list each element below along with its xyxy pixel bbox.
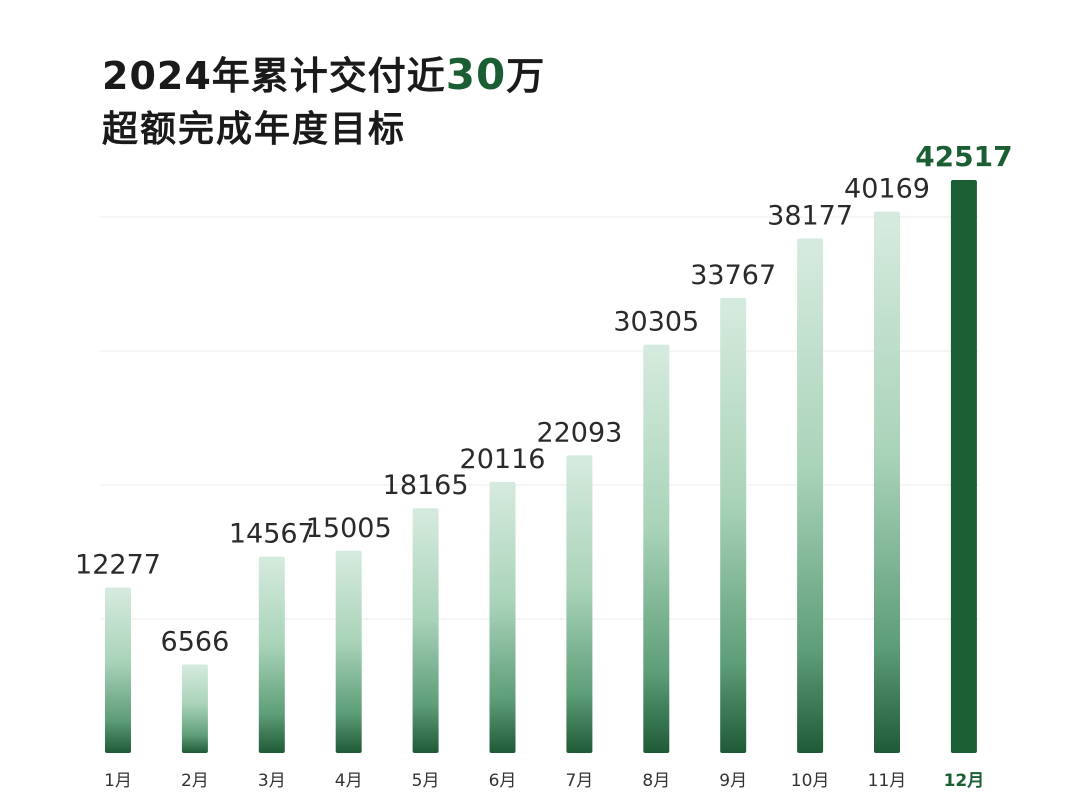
x-tick-label-7: 7月 — [565, 771, 593, 791]
title-highlight-number: 30 — [445, 50, 507, 99]
bar-3 — [258, 556, 285, 753]
x-tick-label-2: 2月 — [181, 771, 209, 791]
x-tick-label-8: 8月 — [642, 771, 670, 791]
bar-10 — [797, 238, 824, 754]
bar-8 — [643, 344, 670, 753]
bar-7 — [566, 455, 593, 753]
x-tick-label-4: 4月 — [335, 771, 363, 791]
bar-4 — [335, 550, 362, 753]
x-tick-label-9: 9月 — [719, 771, 747, 791]
data-label-8: 30305 — [613, 307, 699, 338]
data-label-6: 20116 — [460, 444, 546, 475]
x-tick-label-1: 1月 — [104, 771, 132, 791]
data-label-2: 6566 — [161, 627, 230, 658]
chart-subtitle: 超额完成年度目标 — [102, 109, 407, 150]
grid-lines — [100, 216, 980, 620]
bar-2 — [181, 664, 208, 753]
data-label-12: 42517 — [915, 140, 1012, 173]
data-label-10: 38177 — [767, 200, 853, 231]
x-tick-label-3: 3月 — [258, 771, 286, 791]
bar-11 — [874, 211, 900, 753]
x-tick-label-6: 6月 — [489, 771, 517, 791]
data-label-7: 22093 — [536, 417, 622, 448]
x-tick-label-10: 10月 — [791, 771, 830, 791]
x-tick-label-11: 11月 — [868, 771, 907, 791]
bar-5 — [412, 508, 439, 753]
x-tick-label-5: 5月 — [412, 771, 440, 791]
title-suffix: 万 — [506, 54, 546, 98]
data-label-9: 33767 — [690, 260, 776, 291]
data-label-3: 14567 — [229, 519, 315, 550]
bar-12 — [950, 180, 977, 753]
data-label-4: 15005 — [306, 513, 392, 544]
bar-9 — [720, 297, 747, 753]
title-prefix: 2024年累计交付近 — [102, 54, 446, 98]
data-label-5: 18165 — [383, 470, 469, 501]
data-label-11: 40169 — [844, 174, 930, 205]
x-axis-ticks: 1月 2月 3月 4月 5月 6月 7月 8月 9月 10月 11月 12月 — [104, 771, 984, 791]
data-label-1: 12277 — [75, 550, 161, 581]
bars — [105, 180, 977, 754]
x-tick-label-12: 12月 — [944, 771, 985, 791]
bar-6 — [489, 481, 516, 753]
chart-title: 2024年累计交付近30万 — [102, 52, 545, 99]
bar-1 — [105, 587, 131, 753]
